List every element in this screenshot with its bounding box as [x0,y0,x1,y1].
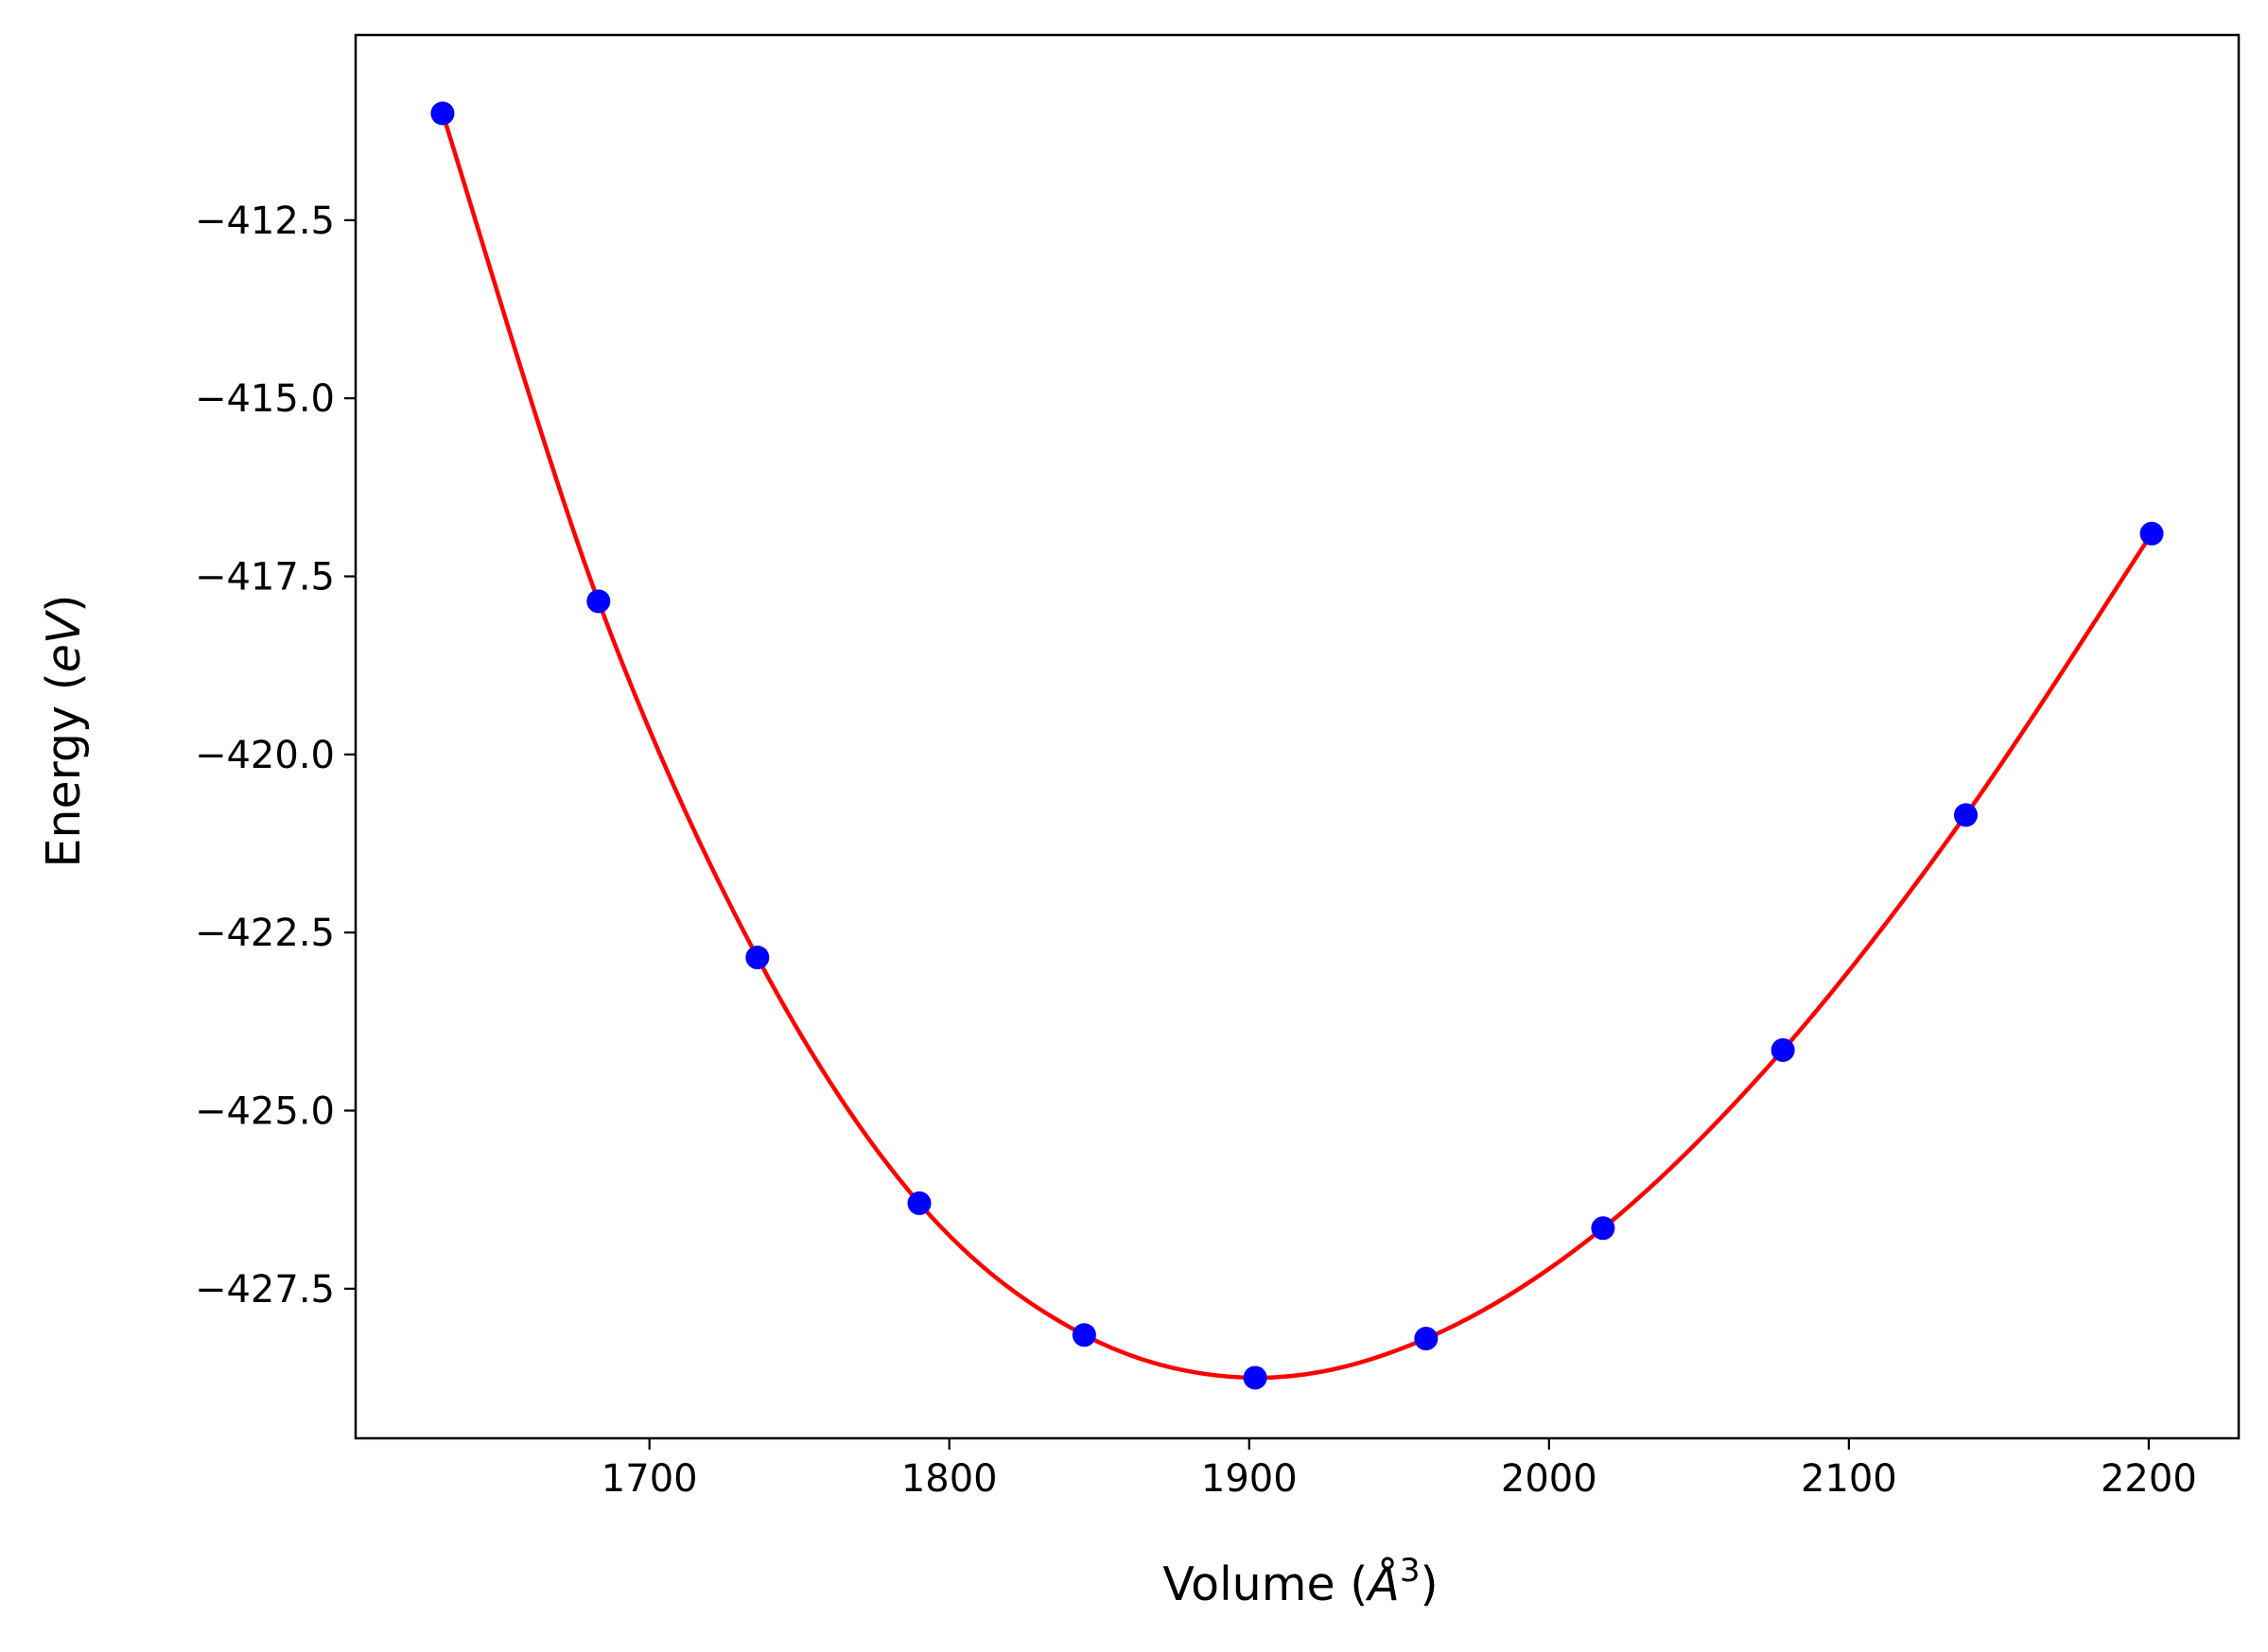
series-layer [430,101,2164,1390]
x-tick-label: 1900 [1201,1457,1298,1501]
data-point [745,946,770,970]
x-tick-label: 1700 [602,1457,698,1501]
y-axis-title-unit: eV [37,609,91,672]
x-axis-title-close: ) [1421,1557,1439,1611]
plot-frame [354,33,2241,1440]
x-tick-label: 2000 [1501,1457,1597,1501]
x-axis-title-name: Volume [1162,1557,1335,1611]
x-axis-title: Volume (Å3) [1162,1552,1438,1611]
data-point [907,1191,932,1215]
y-axis-title-close: ) [37,594,91,612]
x-tick-label: 1800 [901,1457,998,1501]
y-axis-ticks: −412.5 −415.0 −417.5 −420.0 −422.5 −425.0 −427… [195,200,356,1312]
data-point [1072,1323,1096,1348]
x-axis-title-unit: Å [1365,1556,1400,1611]
x-axis-title-open: ( [1350,1557,1368,1611]
data-point [2139,521,2164,546]
y-tick-label: −412.5 [195,200,335,243]
data-point [1414,1327,1439,1351]
data-point [586,589,611,614]
y-tick-label: −415.0 [195,377,335,421]
y-tick-label: −417.5 [195,556,335,600]
y-axis-title-open: ( [37,672,91,690]
data-point [1771,1037,1795,1062]
fit-curve-line [440,111,2155,1381]
data-point [1243,1365,1267,1390]
x-tick-label: 2200 [2101,1457,2197,1501]
y-tick-label: −427.5 [195,1268,335,1312]
x-axis-title-unit-power: 3 [1400,1552,1421,1590]
data-point [430,101,455,126]
y-tick-label: −420.0 [195,734,335,777]
x-axis-ticks: 1700 1800 1900 2000 2100 2200 [602,1438,2197,1501]
data-point [1591,1216,1615,1241]
y-axis-title-name: Energy [37,705,91,868]
y-tick-label: −422.5 [195,912,335,955]
data-point [1953,803,1978,827]
x-tick-label: 2100 [1801,1457,1897,1501]
y-axis-title: Energy (eV) [37,594,91,867]
y-tick-label: −425.0 [195,1089,335,1133]
